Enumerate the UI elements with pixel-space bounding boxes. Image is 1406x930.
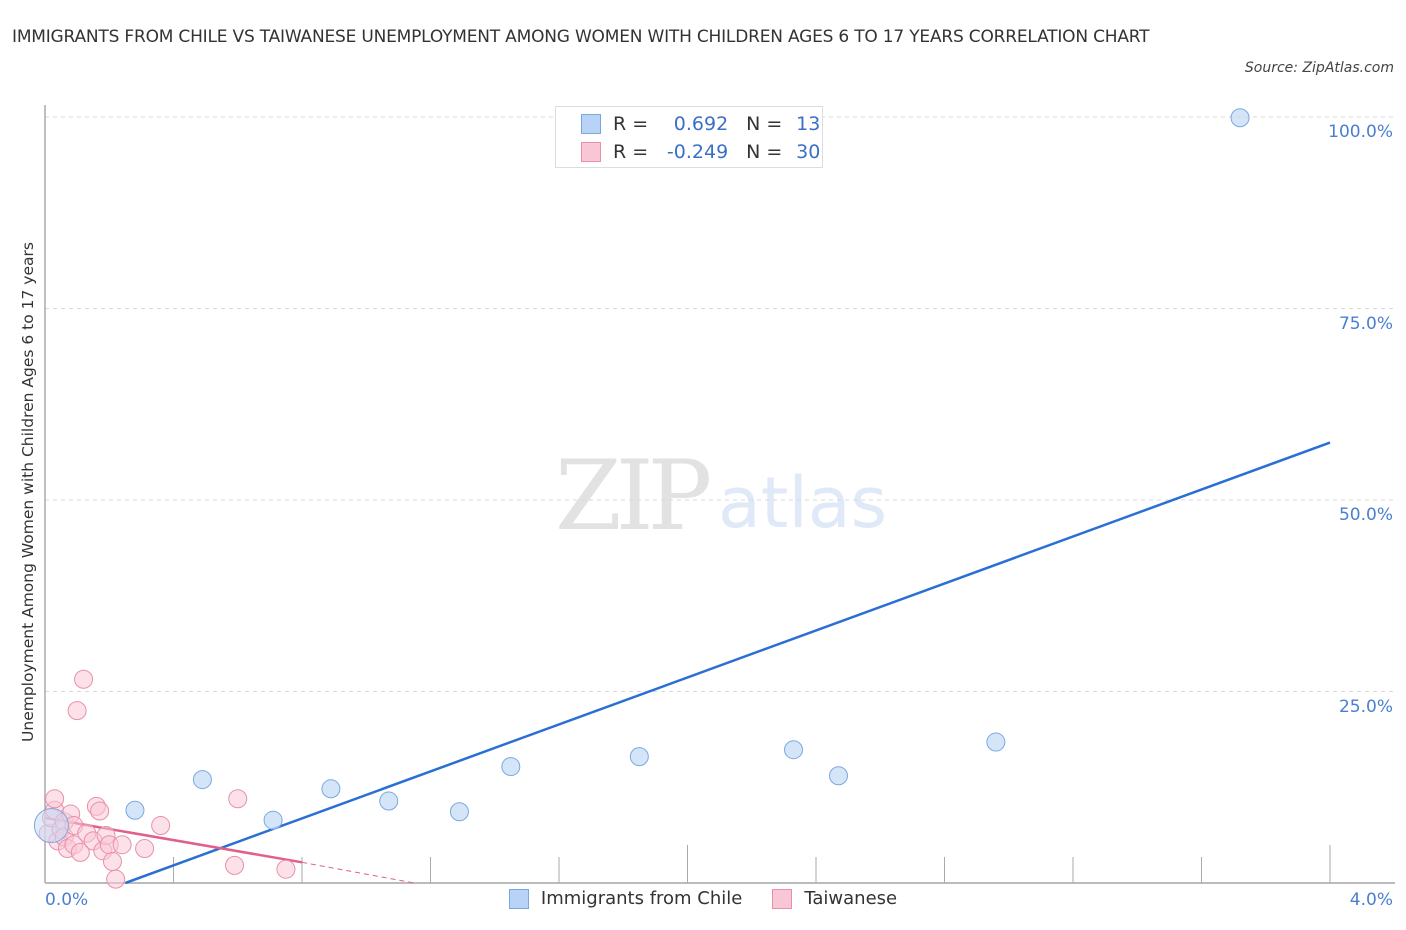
- taiwanese-point: [228, 789, 248, 809]
- watermark-atlas: atlas: [718, 462, 888, 544]
- axes: [44, 105, 1395, 884]
- taiwanese-point: [135, 839, 155, 859]
- chile-point: [501, 757, 521, 777]
- y-tick-25: 25.0%: [1338, 697, 1393, 717]
- r-value: -0.249: [666, 141, 729, 163]
- chile-point: [449, 802, 469, 822]
- taiwanese-point: [151, 816, 171, 836]
- chile-point: [263, 810, 283, 830]
- taiwanese-trendline-extension: [301, 861, 415, 884]
- data-points: [33, 108, 1250, 889]
- chile-point: [828, 766, 848, 786]
- y-tick-75: 75.0%: [1338, 314, 1393, 334]
- taiwanese-point: [70, 842, 90, 862]
- taiwanese-point: [276, 859, 296, 879]
- x-tick-0: 0.0%: [45, 890, 89, 910]
- chile-point: [125, 800, 145, 820]
- r-label: R =: [613, 113, 649, 135]
- chile-point: [192, 770, 212, 790]
- taiwanese-point: [225, 855, 245, 875]
- correlation-legend: R = 0.692 N = 13 R = -0.249 N = 30: [555, 106, 823, 168]
- series-legend: Immigrants from Chile Taiwanese: [0, 888, 1406, 909]
- chile-point: [321, 779, 341, 799]
- taiwanese-point: [45, 789, 65, 809]
- chile-point: [379, 791, 399, 811]
- source-label: Source: ZipAtlas.com: [1244, 60, 1394, 76]
- chile-point: [1230, 108, 1250, 128]
- chile-point: [33, 808, 69, 844]
- gridlines: [45, 116, 1395, 692]
- trendlines: [44, 441, 1331, 885]
- chile-point: [986, 732, 1006, 752]
- taiwanese-point: [74, 669, 94, 689]
- taiwanese-swatch-icon: [772, 888, 793, 909]
- r-value: 0.692: [673, 113, 729, 135]
- legend-item-chile[interactable]: Immigrants from Chile: [508, 888, 743, 909]
- taiwanese-point: [90, 801, 110, 821]
- n-value: 30: [796, 141, 821, 163]
- taiwanese-point: [67, 701, 87, 721]
- n-label: N =: [746, 141, 783, 163]
- n-value: 13: [796, 113, 821, 135]
- chart-title: IMMIGRANTS FROM CHILE VS TAIWANESE UNEMP…: [12, 27, 1150, 47]
- y-axis-label: Unemployment Among Women with Children A…: [19, 242, 37, 742]
- legend-item-taiwanese[interactable]: Taiwanese: [772, 888, 897, 909]
- x-tick-4: 4.0%: [1349, 890, 1393, 910]
- taiwanese-swatch-icon: [581, 142, 601, 162]
- watermark-zip: ZIP: [555, 440, 712, 552]
- taiwanese-point: [102, 852, 122, 872]
- chile-swatch-icon: [581, 114, 601, 134]
- n-label: N =: [746, 113, 783, 135]
- y-tick-100: 100.0%: [1328, 122, 1393, 142]
- chile-point: [784, 740, 804, 760]
- r-label: R =: [613, 141, 649, 163]
- taiwanese-point: [106, 869, 126, 889]
- chile-point: [629, 747, 649, 767]
- legend-row-taiwanese: R = -0.249 N = 30: [581, 140, 820, 164]
- y-tick-50: 50.0%: [1338, 505, 1393, 525]
- chile-trendline: [124, 441, 1331, 885]
- taiwanese-point: [112, 835, 132, 855]
- legend-row-chile: R = 0.692 N = 13: [581, 112, 820, 136]
- legend-label-chile: Immigrants from Chile: [540, 888, 743, 909]
- legend-label-taiwanese: Taiwanese: [804, 888, 898, 909]
- chile-swatch-icon: [508, 888, 529, 909]
